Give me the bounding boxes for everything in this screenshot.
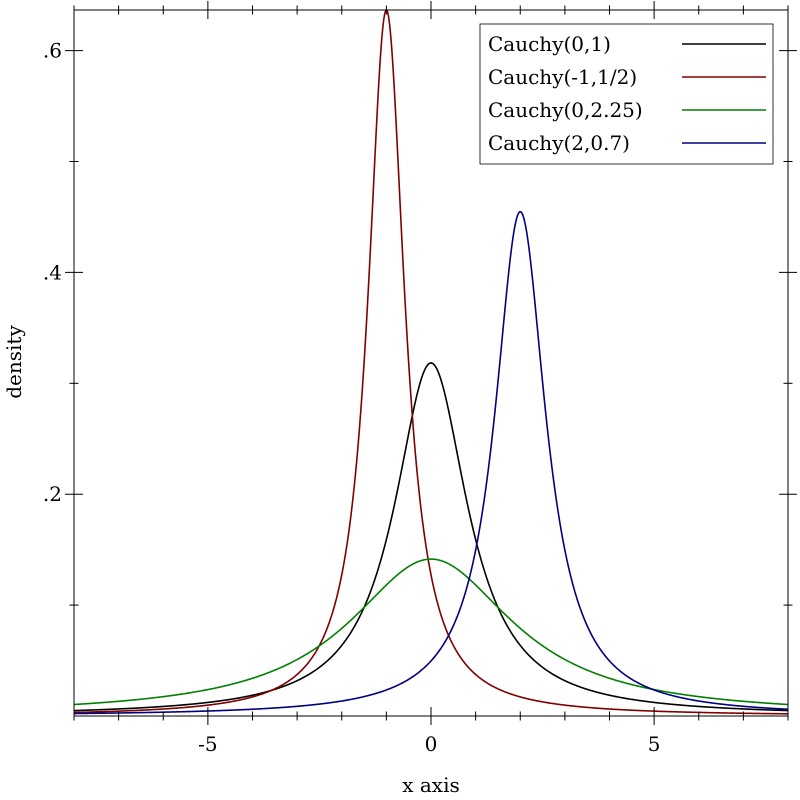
- legend-box: [479, 23, 774, 165]
- y-tick-label: .4: [43, 260, 62, 284]
- legend-label: Cauchy(0,2.25): [488, 98, 643, 122]
- legend: Cauchy(0,1) Cauchy(-1,1/2) Cauchy(0,2.25) C…: [479, 23, 774, 165]
- axis-ticks: -5 0 5 .2 .4 .6: [43, 1, 797, 756]
- x-tick-label: -5: [198, 732, 217, 756]
- y-axis-label: density: [2, 325, 26, 399]
- series-line-3: [73, 210, 789, 715]
- y-tick-label: .2: [43, 482, 62, 506]
- legend-label: Cauchy(-1,1/2): [488, 65, 637, 89]
- y-tick-label: .6: [43, 39, 62, 63]
- series-line-0: [73, 362, 789, 712]
- legend-label: Cauchy(0,1): [488, 32, 611, 56]
- x-tick-label: 5: [648, 732, 661, 756]
- x-tick-label: 0: [425, 732, 438, 756]
- series-line-1: [73, 9, 789, 715]
- x-axis-label: x axis: [402, 773, 460, 797]
- legend-label: Cauchy(2,0.7): [488, 131, 630, 155]
- series-line-2: [73, 558, 789, 706]
- series-curves: [73, 9, 789, 715]
